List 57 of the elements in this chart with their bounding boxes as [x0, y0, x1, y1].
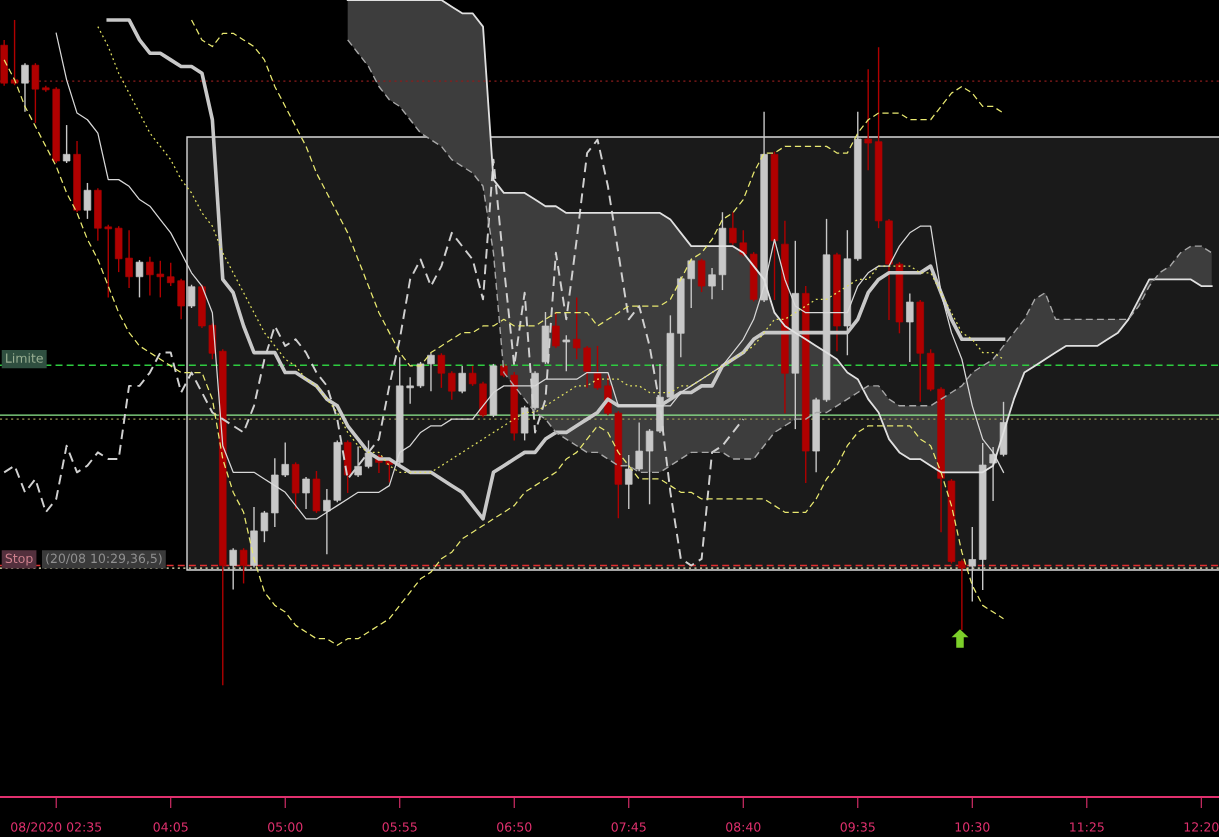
candlestick: [21, 62, 29, 113]
candlestick: [31, 62, 40, 124]
candlestick: [281, 441, 289, 478]
candlestick: [635, 421, 643, 472]
candlestick: [583, 345, 591, 389]
x-tick-label: 11:25: [1070, 822, 1104, 832]
candlestick: [562, 334, 571, 372]
candlestick: [146, 256, 154, 297]
candlestick: [354, 445, 362, 478]
candlestick: [958, 558, 966, 631]
candlestick: [156, 260, 165, 299]
candlestick: [739, 229, 747, 257]
candlestick: [864, 68, 872, 172]
x-tick-label: 08/2020 02:35: [11, 822, 102, 833]
candlestick: [302, 476, 310, 510]
candlestick: [187, 284, 196, 309]
x-tick-label: 08:40: [726, 822, 761, 832]
candlestick: [364, 439, 373, 470]
candlestick: [10, 19, 19, 86]
candlestick: [260, 510, 269, 543]
x-tick-label: 05:00: [268, 822, 303, 832]
x-tick-label: 05:55: [382, 822, 417, 832]
candlestick: [406, 376, 414, 405]
candlestick: [625, 454, 633, 510]
candlestick: [229, 547, 237, 591]
annotation: (20/08 10:29,36,5): [46, 553, 162, 565]
candlestick: [125, 229, 133, 289]
candlestick: [729, 211, 737, 246]
candlestick: [572, 296, 581, 360]
candlestick: [708, 267, 716, 301]
candlestick: [645, 428, 654, 505]
x-tick-label: 04:05: [153, 822, 188, 832]
x-tick-label: 10:30: [955, 822, 990, 832]
x-tick-label: 12:20: [1184, 822, 1219, 832]
candlestick: [166, 262, 175, 287]
candlestick: [104, 224, 112, 299]
candlestick: [458, 365, 466, 394]
candlestick: [427, 352, 435, 392]
candlestick: [239, 547, 248, 585]
candlestick: [416, 361, 425, 389]
candlestick: [906, 292, 914, 363]
candlestick: [83, 182, 92, 220]
candlestick: [323, 488, 331, 555]
x-tick-label: 06:50: [497, 822, 532, 832]
candlestick: [687, 258, 695, 309]
ref-line-label: Limite: [6, 353, 43, 363]
candlestick: [593, 345, 602, 391]
ref-line-label: Stop: [5, 553, 33, 566]
candlestick: [552, 311, 560, 349]
x-tick-label: 09:35: [840, 822, 875, 832]
candlestick: [448, 370, 456, 401]
candlestick: [968, 526, 977, 603]
candlestick: [62, 124, 71, 164]
candlestick: [468, 365, 477, 387]
candlestick: [135, 259, 144, 299]
candlestick: [437, 352, 446, 389]
x-tick-label: 07:45: [611, 822, 646, 832]
